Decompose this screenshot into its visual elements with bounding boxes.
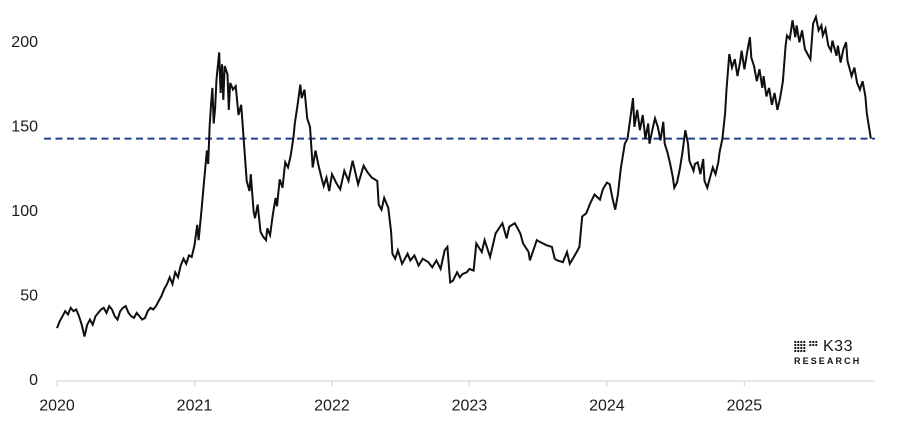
logo-dot bbox=[800, 346, 803, 350]
logo-dot bbox=[809, 340, 812, 344]
logo-dot bbox=[794, 343, 797, 347]
logo-dot bbox=[800, 343, 803, 347]
y-axis-label: 100 bbox=[11, 203, 38, 220]
x-axis-label: 2021 bbox=[177, 398, 213, 415]
logo-dot bbox=[797, 346, 800, 350]
logo-dot bbox=[812, 340, 815, 344]
logo-dot bbox=[815, 340, 818, 344]
y-axis-label: 50 bbox=[20, 287, 38, 304]
k33-wordmark: K33 bbox=[823, 338, 853, 355]
k33-research-label: RESEARCH bbox=[794, 356, 862, 366]
logo-dot bbox=[815, 343, 818, 347]
logo-dot bbox=[803, 340, 806, 344]
logo-dot bbox=[803, 343, 806, 347]
logo-dot bbox=[797, 349, 800, 353]
logo-dot bbox=[794, 346, 797, 350]
x-axis-label: 2020 bbox=[39, 398, 75, 415]
k33-dot-matrix-icon bbox=[794, 340, 818, 353]
logo-dot bbox=[797, 340, 800, 344]
logo-dot bbox=[803, 349, 806, 353]
logo-dot bbox=[800, 349, 803, 353]
logo-dot bbox=[797, 343, 800, 347]
y-axis-label: 200 bbox=[11, 34, 38, 51]
logo-dot bbox=[809, 343, 812, 347]
x-axis-label: 2025 bbox=[727, 398, 763, 415]
x-axis-label: 2024 bbox=[589, 398, 625, 415]
y-axis-label: 0 bbox=[29, 372, 38, 389]
price-line bbox=[56, 13, 872, 337]
logo-dot bbox=[794, 349, 797, 353]
y-axis-label: 150 bbox=[11, 118, 38, 135]
logo-dot bbox=[794, 340, 797, 344]
k33-research-logo: K33 RESEARCH bbox=[794, 338, 862, 367]
x-axis-label: 2023 bbox=[452, 398, 488, 415]
logo-dot bbox=[800, 340, 803, 344]
logo-dot bbox=[812, 343, 815, 347]
x-axis-label: 2022 bbox=[314, 398, 350, 415]
logo-dot bbox=[803, 346, 806, 350]
